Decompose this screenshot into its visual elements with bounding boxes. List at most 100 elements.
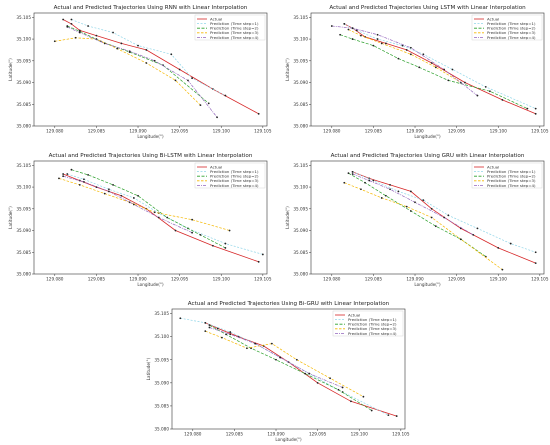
data-point <box>360 188 362 191</box>
plot-frame <box>310 12 545 127</box>
data-point <box>372 44 375 47</box>
chart-title: Actual and Predicted Trajectories Using … <box>188 301 390 307</box>
x-tick-label: 129.085 <box>365 277 383 282</box>
x-tick-label: 129.100 <box>213 129 231 134</box>
x-tick-label: 129.095 <box>171 277 189 282</box>
data-point <box>395 415 398 417</box>
x-tick-label: 129.095 <box>448 277 466 282</box>
data-point <box>351 170 354 173</box>
data-point <box>103 42 106 45</box>
y-axis-label: Latitude(°) <box>285 58 290 81</box>
series-line-prediction-2 <box>339 34 528 109</box>
data-point <box>459 238 462 241</box>
data-point <box>107 190 110 193</box>
series-line-prediction-2 <box>348 172 486 257</box>
x-tick-label: 129.085 <box>88 129 106 134</box>
legend-entry: Prediction (Time step=2) <box>210 174 259 179</box>
data-point <box>207 102 210 105</box>
y-tick-label: 35.105 <box>16 15 31 20</box>
data-point <box>389 184 391 186</box>
y-tick-label: 35.090 <box>293 228 308 233</box>
legend-entry: Prediction (Time step=4) <box>487 35 536 40</box>
data-point <box>78 179 81 182</box>
data-point <box>337 388 340 391</box>
data-point <box>78 31 81 34</box>
data-point <box>212 244 214 247</box>
x-tick-label: 129.080 <box>46 129 64 134</box>
data-point <box>70 18 73 21</box>
chart-panel-gru: Actual and Predicted Trajectories Using … <box>277 148 550 290</box>
data-point <box>174 229 177 232</box>
x-tick-label: 129.090 <box>129 129 147 134</box>
data-point <box>370 409 373 412</box>
legend-entry: Prediction (Time step=4) <box>210 35 259 40</box>
data-point <box>112 31 114 34</box>
data-point <box>112 184 114 186</box>
data-point <box>208 326 211 329</box>
data-point <box>409 190 412 193</box>
plot-frame <box>33 12 268 127</box>
y-tick-label: 35.080 <box>293 272 308 277</box>
chart-title: Actual and Predicted Trajectories Using … <box>329 5 526 11</box>
y-tick-label: 35.095 <box>154 357 169 362</box>
y-tick-label: 35.095 <box>293 206 308 211</box>
y-tick-label: 35.085 <box>16 250 31 255</box>
data-point <box>409 53 412 56</box>
y-tick-label: 35.080 <box>154 427 169 432</box>
data-point <box>137 194 139 197</box>
data-point <box>62 175 65 178</box>
x-tick-label: 129.090 <box>406 277 424 282</box>
data-point <box>70 168 73 171</box>
data-point <box>497 247 500 249</box>
data-point <box>204 321 207 324</box>
legend-entry: Prediction (Time step=1) <box>210 169 259 174</box>
series-line-prediction-4 <box>209 327 343 388</box>
data-point <box>53 40 56 43</box>
data-point <box>228 229 231 232</box>
series-line-prediction-3 <box>348 29 461 83</box>
data-point <box>66 26 69 28</box>
x-tick-label: 129.095 <box>309 432 327 437</box>
chart-title: Actual and Predicted Trajectories Using … <box>54 5 248 11</box>
data-point <box>339 33 342 36</box>
data-point <box>347 172 350 175</box>
series-line-prediction-2 <box>209 324 372 411</box>
legend-entry: Prediction (Time step=3) <box>348 326 397 331</box>
y-tick-label: 35.095 <box>16 206 31 211</box>
x-tick-label: 129.085 <box>88 277 106 282</box>
x-axis-label: Longitude(°) <box>137 134 164 139</box>
y-tick-label: 35.105 <box>154 311 169 316</box>
data-point <box>351 38 354 40</box>
x-tick-label: 129.105 <box>531 129 549 134</box>
data-point <box>472 233 475 236</box>
chart-svg: Actual and Predicted Trajectories Using … <box>8 153 272 287</box>
data-point <box>389 188 391 191</box>
data-point <box>204 330 207 333</box>
x-tick-label: 129.105 <box>392 432 410 437</box>
data-point <box>199 233 202 236</box>
data-point <box>279 356 282 359</box>
data-point <box>229 333 232 336</box>
series-line-actual <box>205 322 397 417</box>
data-point <box>443 68 446 71</box>
legend-entry: Prediction (Time step=4) <box>348 331 397 336</box>
x-tick-label: 129.105 <box>254 277 272 282</box>
y-axis-label: Latitude(°) <box>8 206 13 229</box>
data-point <box>384 194 387 197</box>
data-point <box>362 395 365 398</box>
y-tick-label: 35.090 <box>154 380 169 385</box>
legend-entry: Actual <box>348 312 360 317</box>
data-point <box>434 225 437 228</box>
data-point <box>166 216 169 219</box>
legend-entry: Prediction (Time step=3) <box>210 178 259 183</box>
data-point <box>132 203 135 206</box>
chart-svg: Actual and Predicted Trajectories Using … <box>8 5 272 139</box>
data-point <box>199 104 202 107</box>
data-point <box>372 179 375 182</box>
legend-entry: Prediction (Time step=4) <box>210 183 259 188</box>
x-tick-label: 129.100 <box>213 277 231 282</box>
y-tick-label: 35.085 <box>293 250 308 255</box>
x-axis-label: Longitude(°) <box>275 437 302 442</box>
x-tick-label: 129.100 <box>490 129 508 134</box>
data-point <box>257 260 260 263</box>
